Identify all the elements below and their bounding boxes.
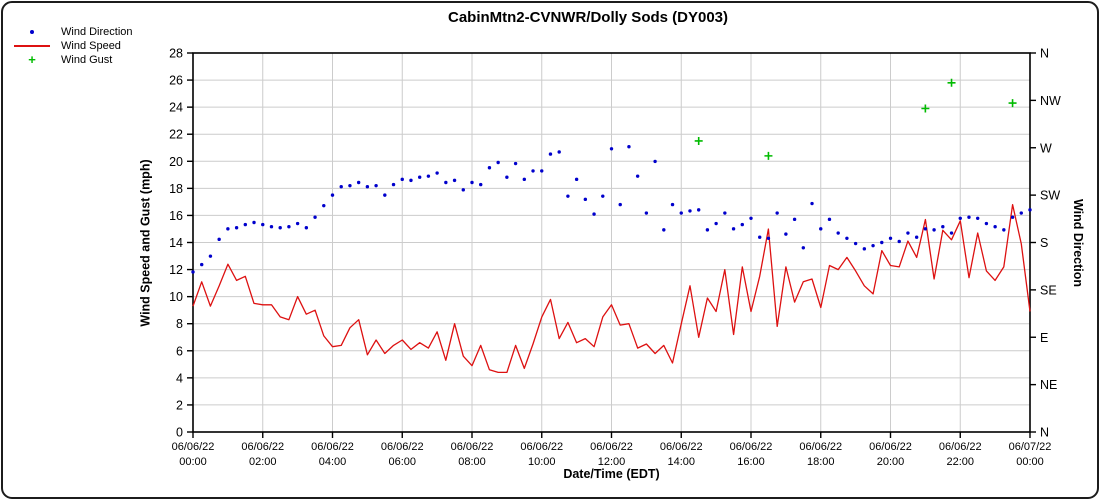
svg-text:06:00: 06:00 [388, 456, 416, 468]
legend-label-wind-speed: Wind Speed [61, 40, 121, 52]
svg-text:E: E [1040, 331, 1048, 345]
svg-text:06/06/22: 06/06/22 [660, 441, 703, 453]
svg-text:12: 12 [169, 263, 183, 277]
svg-text:06/06/22: 06/06/22 [730, 441, 773, 453]
legend-label-wind-direction: Wind Direction [61, 26, 133, 38]
svg-text:06/06/22: 06/06/22 [381, 441, 424, 453]
legend-label-wind-gust: Wind Gust [61, 54, 113, 66]
svg-text:NE: NE [1040, 378, 1057, 392]
svg-text:20:00: 20:00 [877, 456, 905, 468]
legend: Wind Direction Wind Speed + Wind Gust [13, 25, 133, 67]
svg-text:20: 20 [169, 155, 183, 169]
svg-text:N: N [1040, 426, 1049, 440]
svg-text:00:00: 00:00 [179, 456, 207, 468]
svg-text:06/06/22: 06/06/22 [451, 441, 494, 453]
svg-text:NW: NW [1040, 94, 1061, 108]
svg-text:14: 14 [169, 236, 183, 250]
svg-text:4: 4 [176, 371, 183, 385]
svg-text:8: 8 [176, 317, 183, 331]
svg-text:26: 26 [169, 74, 183, 88]
chart-title: CabinMtn2-CVNWR/Dolly Sods (DY003) [447, 9, 729, 26]
svg-text:06/06/22: 06/06/22 [799, 441, 842, 453]
svg-text:SE: SE [1040, 283, 1057, 297]
svg-text:06/06/22: 06/06/22 [172, 441, 215, 453]
svg-text:02:00: 02:00 [249, 456, 277, 468]
svg-text:06/06/22: 06/06/22 [590, 441, 633, 453]
svg-text:10: 10 [169, 290, 183, 304]
svg-text:0: 0 [176, 426, 183, 440]
svg-text:14:00: 14:00 [667, 456, 695, 468]
svg-text:SW: SW [1040, 189, 1060, 203]
svg-text:06/06/22: 06/06/22 [939, 441, 982, 453]
svg-text:22: 22 [169, 128, 183, 142]
svg-text:2: 2 [176, 398, 183, 412]
legend-item-wind-direction: Wind Direction [13, 25, 133, 39]
svg-text:6: 6 [176, 344, 183, 358]
svg-text:18:00: 18:00 [807, 456, 835, 468]
legend-item-wind-speed: Wind Speed [13, 39, 133, 53]
svg-text:06/06/22: 06/06/22 [241, 441, 284, 453]
svg-text:S: S [1040, 236, 1048, 250]
svg-text:12:00: 12:00 [598, 456, 626, 468]
svg-text:10:00: 10:00 [528, 456, 556, 468]
svg-text:N: N [1040, 47, 1049, 61]
svg-text:06/06/22: 06/06/22 [311, 441, 354, 453]
svg-text:28: 28 [169, 47, 183, 61]
x-axis-title: Date/Time (EDT) [563, 467, 660, 481]
wind-gust-plus-icon: + [28, 52, 36, 67]
svg-text:06/06/22: 06/06/22 [869, 441, 912, 453]
svg-text:04:00: 04:00 [319, 456, 347, 468]
svg-text:16: 16 [169, 209, 183, 223]
svg-text:18: 18 [169, 182, 183, 196]
svg-text:24: 24 [169, 101, 183, 115]
svg-text:22:00: 22:00 [946, 456, 974, 468]
svg-text:08:00: 08:00 [458, 456, 486, 468]
wind-direction-dot-icon [13, 30, 51, 34]
svg-text:06/06/22: 06/06/22 [520, 441, 563, 453]
svg-text:W: W [1040, 141, 1052, 155]
svg-text:06/07/22: 06/07/22 [1009, 441, 1052, 453]
legend-item-wind-gust: + Wind Gust [13, 53, 133, 67]
svg-text:00:00: 00:00 [1016, 456, 1044, 468]
svg-text:16:00: 16:00 [737, 456, 765, 468]
wind-speed-line-icon [13, 45, 51, 47]
